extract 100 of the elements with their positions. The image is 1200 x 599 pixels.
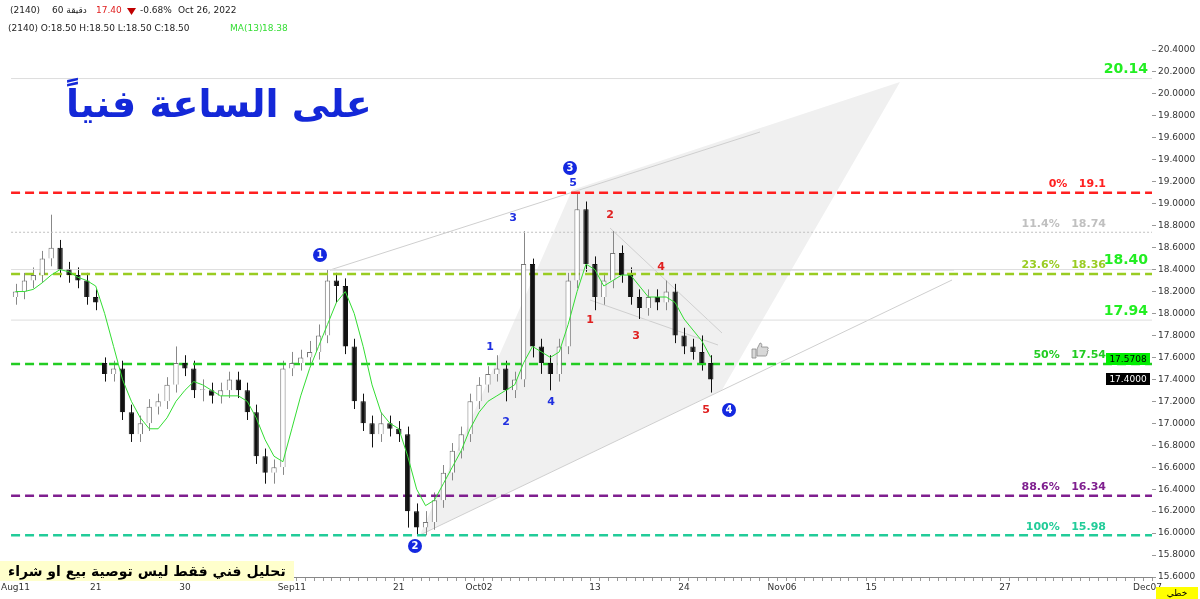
ref-line-label: 50% 17.54 xyxy=(1033,348,1107,362)
candlestick xyxy=(173,345,179,394)
y-tick-label: 19.4000 xyxy=(1158,154,1196,165)
x-tick-label: 21 xyxy=(90,581,102,592)
text: خطي xyxy=(1166,588,1188,598)
x-tick-label: 27 xyxy=(999,581,1011,592)
y-tick-label: 16.6000 xyxy=(1158,461,1196,472)
candlestick xyxy=(182,354,188,377)
annotation: 17.5708 xyxy=(1106,353,1150,365)
y-tick-label: 18.6000 xyxy=(1158,241,1196,252)
y-tick-label: 18.4000 xyxy=(1158,263,1196,274)
annotation: 2 xyxy=(408,539,422,553)
candlestick xyxy=(494,354,500,383)
annotation: 4 xyxy=(546,395,556,409)
x-tick-label: Aug11 xyxy=(1,581,31,592)
ref-line-label: 17.94 xyxy=(1103,301,1149,318)
y-tick-label: 19.0000 xyxy=(1158,198,1196,209)
y-tick-label: 20.0000 xyxy=(1158,88,1196,99)
annotation: 4 xyxy=(722,403,736,417)
candlestick xyxy=(387,415,393,437)
y-tick-label: 17.6000 xyxy=(1158,351,1196,362)
y-tick-label: 16.4000 xyxy=(1158,483,1196,494)
annotation: 5 xyxy=(701,403,711,417)
y-tick-label: 17.8000 xyxy=(1158,329,1196,340)
y-tick-label: 15.8000 xyxy=(1158,549,1196,560)
candlestick xyxy=(164,376,170,410)
x-tick-label: Dec07 xyxy=(1133,581,1162,592)
candlestick xyxy=(271,459,277,485)
text: -0.68% xyxy=(140,5,172,15)
annotation: 5 xyxy=(568,176,578,190)
annotation: 3 xyxy=(631,329,641,343)
y-tick-label: 16.2000 xyxy=(1158,505,1196,516)
candlestick xyxy=(137,415,143,443)
candlestick xyxy=(298,349,304,372)
candlestick xyxy=(48,214,54,267)
ref-line-label: 11.4% 18.74 xyxy=(1021,216,1107,230)
y-tick-label: 16.0000 xyxy=(1158,527,1196,538)
annotation: 1 xyxy=(585,313,595,327)
candlestick xyxy=(485,365,491,394)
candlestick xyxy=(476,376,482,410)
annotation: تحليل فني فقط ليس توصية بيع او شراء xyxy=(0,561,294,581)
text: 17.40 xyxy=(96,5,122,15)
annotation: 4 xyxy=(656,260,666,274)
candlestick xyxy=(360,393,366,432)
text: MA(13) xyxy=(230,23,263,33)
y-tick-label: 19.8000 xyxy=(1158,110,1196,121)
candlestick xyxy=(57,239,63,278)
y-tick-label: 17.0000 xyxy=(1158,417,1196,428)
x-tick-label: 15 xyxy=(865,581,877,592)
candlestick xyxy=(235,371,242,399)
candlestick xyxy=(699,334,705,372)
candlestick xyxy=(101,356,108,383)
ref-line-label: 88.6% 16.34 xyxy=(1021,480,1107,494)
y-tick-label: 20.2000 xyxy=(1158,66,1196,77)
text: 18.38 xyxy=(262,23,288,33)
candlestick xyxy=(110,360,117,383)
annotation: 1 xyxy=(313,248,327,262)
annotation: 3 xyxy=(508,211,518,225)
candlestick xyxy=(378,411,384,443)
ref-line-label: 100% 15.98 xyxy=(1025,519,1106,533)
text: (2140) xyxy=(10,5,40,15)
candlestick xyxy=(289,351,295,377)
y-tick-label: 18.8000 xyxy=(1158,220,1196,231)
x-tick-label: 13 xyxy=(589,581,601,592)
x-tick-label: Sep11 xyxy=(277,581,307,592)
candlestick xyxy=(226,371,233,399)
annotation: 3 xyxy=(563,161,577,175)
x-tick-label: 30 xyxy=(179,581,191,592)
candlestick xyxy=(547,354,553,391)
y-tick-label: 17.4000 xyxy=(1158,373,1196,384)
y-tick-label: 18.2000 xyxy=(1158,285,1196,296)
annotation: 17.4000 xyxy=(1106,373,1150,385)
candlestick xyxy=(636,288,643,320)
candlestick xyxy=(431,491,438,531)
annotation: 2 xyxy=(605,208,615,222)
candlestick xyxy=(369,415,375,448)
ref-line-label: 20.14 xyxy=(1103,60,1149,77)
text: (2140) O:18.50 H:18.50 L:18.50 C:18.50 xyxy=(8,23,190,33)
candlestick xyxy=(681,327,687,355)
y-tick-label: 18.0000 xyxy=(1158,307,1196,318)
x-tick-label: Nov06 xyxy=(767,581,797,592)
x-tick-label: Oct02 xyxy=(465,581,493,592)
y-tick-label: 19.2000 xyxy=(1158,176,1196,187)
text: 60 دقيقة xyxy=(52,5,87,15)
candlestick xyxy=(128,404,135,443)
text: Oct 26, 2022 xyxy=(178,5,237,15)
candlestick xyxy=(690,338,696,361)
ref-line-label: 0% 19.1 xyxy=(1048,177,1106,191)
annotation: 1 xyxy=(485,340,495,354)
y-tick-label: 19.6000 xyxy=(1158,132,1196,143)
annotation: 2 xyxy=(501,415,511,429)
x-tick-label: 24 xyxy=(678,581,691,592)
candlestick xyxy=(645,288,652,317)
candlestick xyxy=(262,448,268,485)
y-tick-label: 17.2000 xyxy=(1158,395,1196,406)
y-tick-label: 15.6000 xyxy=(1158,571,1196,582)
candlestick xyxy=(155,393,161,416)
x-tick-label: 21 xyxy=(393,581,405,592)
y-tick-label: 20.4000 xyxy=(1158,44,1196,55)
y-tick-label: 16.8000 xyxy=(1158,439,1196,450)
